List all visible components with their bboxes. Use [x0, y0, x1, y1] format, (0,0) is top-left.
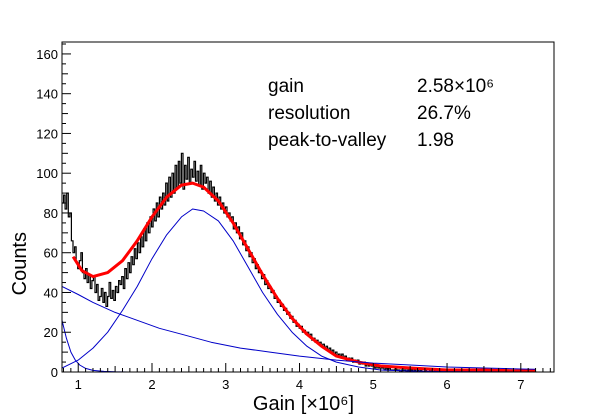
y-tick-label: 160 — [36, 47, 58, 62]
y-tick-label: 40 — [44, 285, 58, 300]
y-tick-label: 120 — [36, 126, 58, 141]
y-axis: 0 20 40 60 80 100 120 140 160 — [36, 43, 71, 380]
x-tick-label: 7 — [517, 377, 524, 392]
fit-gaussian-curve — [62, 208, 536, 372]
y-tick-label: 20 — [44, 325, 58, 340]
stat-resolution-label: resolution — [268, 103, 350, 124]
x-tick-label: 1 — [75, 377, 82, 392]
y-tick-label: 140 — [36, 87, 58, 102]
plot-frame — [61, 41, 555, 373]
x-tick-label: 6 — [443, 377, 450, 392]
y-tick-label: 100 — [36, 166, 58, 181]
histogram-series — [62, 152, 537, 372]
x-tick-label: 3 — [222, 377, 229, 392]
y-tick-label: 60 — [44, 246, 58, 261]
x-tick-label: 5 — [370, 377, 377, 392]
y-tick-label: 0 — [51, 365, 58, 380]
fit-results-annotation: gain 2.58×10⁶ resolution 26.7% peak-to-v… — [268, 76, 494, 151]
x-axis-title: Gain [×10⁶] — [253, 393, 354, 414]
stat-gain-value: 2.58×10⁶ — [417, 76, 494, 97]
y-axis-title: Counts — [9, 232, 31, 295]
stat-peak-to-valley-value: 1.98 — [417, 130, 454, 151]
series-layer — [62, 152, 537, 372]
stat-gain-label: gain — [268, 76, 304, 97]
x-tick-label: 4 — [296, 377, 303, 392]
y-tick-label: 80 — [44, 206, 58, 221]
fit-total-curve — [71, 181, 536, 372]
stat-peak-to-valley-label: peak-to-valley — [268, 130, 387, 151]
x-axis: 1 2 3 4 5 6 7 — [62, 363, 551, 392]
x-tick-label: 2 — [148, 377, 155, 392]
fit-exponential-curve — [62, 320, 130, 372]
stat-resolution-value: 26.7% — [417, 103, 471, 124]
fit-background-curve — [62, 286, 536, 370]
